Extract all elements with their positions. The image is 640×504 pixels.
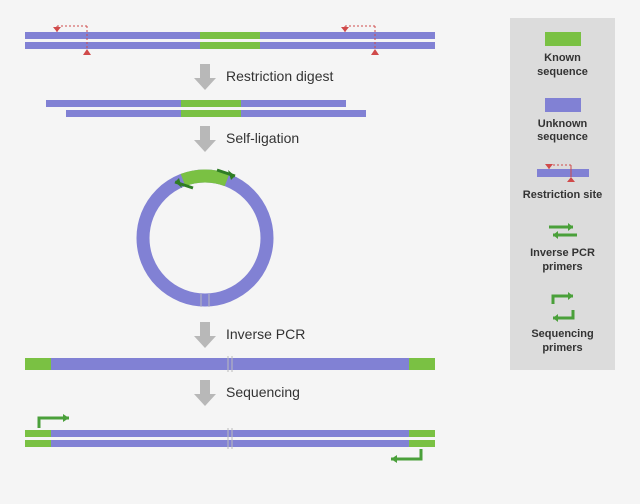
known-swatch: [545, 32, 581, 46]
legend-known-label: Known sequence: [520, 52, 605, 80]
step1-label: Restriction digest: [226, 68, 333, 84]
arrow-1-icon: [194, 64, 216, 90]
legend-known: Known sequence: [520, 32, 605, 80]
legend-inverse-label: Inverse PCR primers: [520, 247, 605, 275]
legend-unknown: Unknown sequence: [520, 98, 605, 146]
step4-label: Sequencing: [226, 384, 300, 400]
arrow-2-icon: [194, 126, 216, 152]
stage1-dna: [25, 24, 435, 58]
stage5-dna: [25, 412, 455, 468]
legend-restriction: Restriction site: [520, 163, 605, 203]
stage4-dna: [25, 356, 435, 372]
inverse-primers-icon: [543, 221, 583, 241]
stage3-circle: [125, 156, 285, 316]
legend-panel: Known sequence Unknown sequence Restrict…: [510, 18, 615, 370]
step3-label: Inverse PCR: [226, 326, 305, 342]
stage2-dna: [46, 98, 366, 120]
legend-sequencing-primers: Sequencing primers: [520, 292, 605, 356]
restriction-swatch-icon: [533, 163, 593, 183]
step2-label: Self-ligation: [226, 130, 299, 146]
legend-inverse-primers: Inverse PCR primers: [520, 221, 605, 275]
arrow-3-icon: [194, 322, 216, 348]
unknown-swatch: [545, 98, 581, 112]
arrow-4-icon: [194, 380, 216, 406]
legend-restriction-label: Restriction site: [523, 189, 602, 203]
sequencing-primers-icon: [545, 292, 581, 322]
legend-sequencing-label: Sequencing primers: [520, 328, 605, 356]
legend-unknown-label: Unknown sequence: [520, 118, 605, 146]
